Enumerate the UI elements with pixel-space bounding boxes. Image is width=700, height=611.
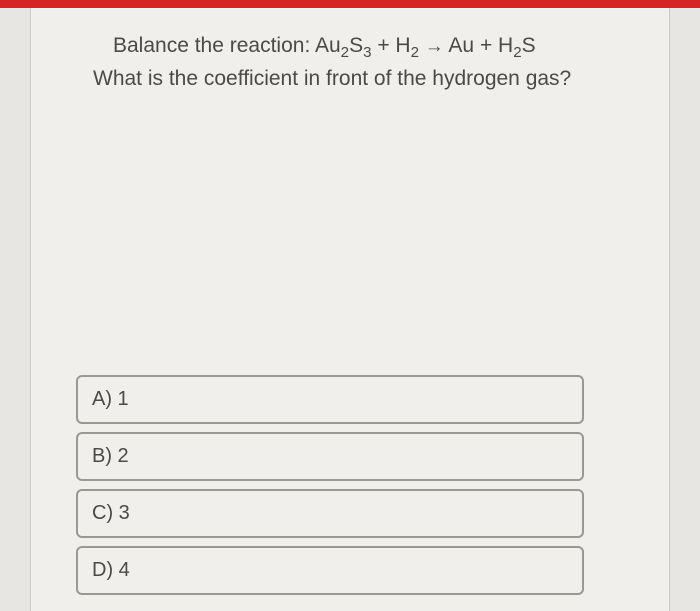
option-a-button[interactable]: A) 1 <box>76 375 584 424</box>
question-prefix: Balance the reaction: <box>113 34 315 57</box>
reaction-formula: Au2S3 + H2 → Au + H2S <box>315 34 536 57</box>
question-text: Balance the reaction: Au2S3 + H2 → Au + … <box>61 30 639 95</box>
quiz-card: Balance the reaction: Au2S3 + H2 → Au + … <box>30 8 670 611</box>
option-b-button[interactable]: B) 2 <box>76 432 584 481</box>
option-c-button[interactable]: C) 3 <box>76 489 584 538</box>
top-accent-bar <box>0 0 700 8</box>
options-list: A) 1 B) 2 C) 3 D) 4 <box>61 375 639 595</box>
question-line-2: What is the coefficient in front of the … <box>93 63 629 96</box>
question-line-1: Balance the reaction: Au2S3 + H2 → Au + … <box>93 30 629 63</box>
option-d-button[interactable]: D) 4 <box>76 546 584 595</box>
